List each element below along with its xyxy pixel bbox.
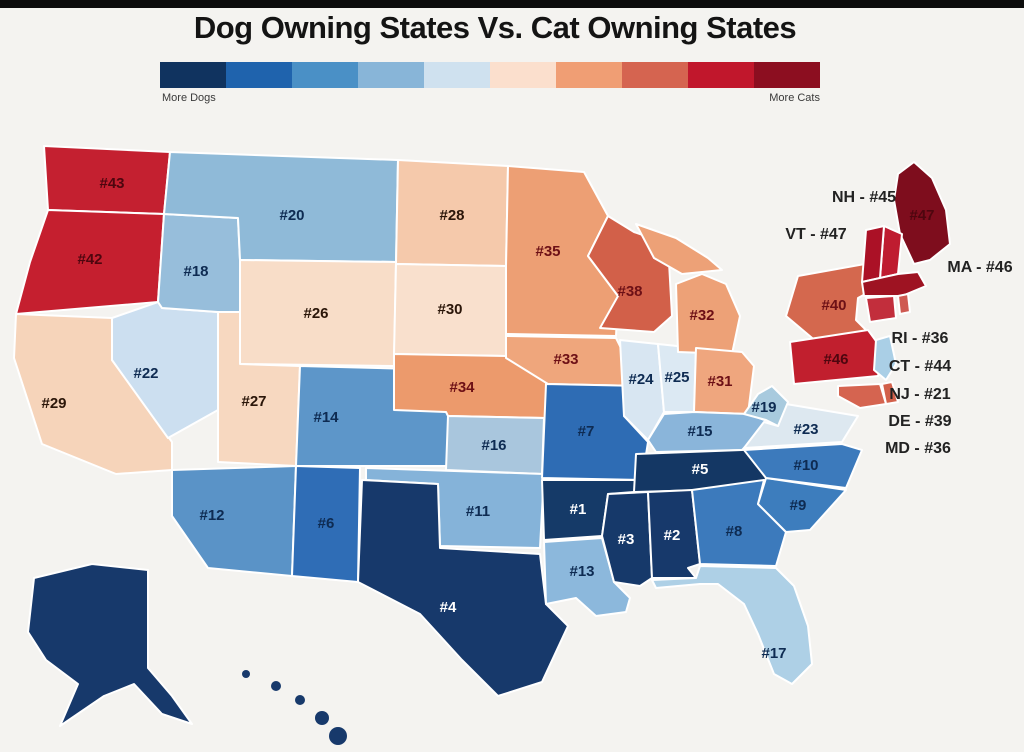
state-rank-label: #13 — [569, 563, 594, 580]
state-rank-label: #20 — [279, 207, 304, 224]
state-rank-label: #40 — [821, 297, 846, 314]
legend-swatch — [424, 62, 490, 88]
state-rank-label: #8 — [726, 523, 743, 540]
state-rank-label: #2 — [664, 527, 681, 544]
state-massachusetts — [861, 271, 927, 297]
page-title: Dog Owning States Vs. Cat Owning States — [193, 10, 797, 45]
state-rank-label: #9 — [790, 497, 807, 514]
state-rank-label: #47 — [909, 207, 934, 224]
state-rank-label: #30 — [437, 301, 462, 318]
state-rank-label: #28 — [439, 207, 464, 224]
state-north-carolina — [743, 443, 863, 489]
state-maryland — [837, 383, 887, 409]
callout-new-jersey: NJ - #21 — [889, 386, 950, 403]
state-rank-label: #33 — [553, 351, 578, 368]
callout-maryland: MD - #36 — [885, 440, 951, 457]
state-rank-label: #38 — [617, 283, 642, 300]
state-rank-label: #34 — [449, 379, 475, 396]
color-scale-legend — [160, 62, 820, 88]
state-florida — [651, 565, 813, 685]
state-rank-label: #17 — [761, 645, 786, 662]
state-rank-label: #46 — [823, 351, 848, 368]
state-texas — [357, 479, 569, 697]
state-west-virginia — [743, 385, 789, 427]
callout-new-hampshire: NH - #45 — [832, 189, 896, 206]
state-maine — [893, 161, 951, 265]
state-rank-label: #24 — [628, 371, 654, 388]
legend-swatch — [688, 62, 754, 88]
callout-massachusetts: MA - #46 — [947, 259, 1012, 276]
legend-swatch — [226, 62, 292, 88]
legend-swatch — [556, 62, 622, 88]
callout-rhode-island: RI - #36 — [892, 330, 949, 347]
state-rank-label: #16 — [481, 437, 506, 454]
legend-swatch — [358, 62, 424, 88]
legend-label-more-cats: More Cats — [769, 92, 820, 104]
us-choropleth-map: #43 #42 #29 #22 #18 #20 #26 #27 #12 #14 … — [13, 145, 1013, 745]
state-rank-label: #32 — [689, 307, 714, 324]
state-alaska — [27, 563, 193, 727]
state-connecticut — [865, 295, 897, 323]
state-rank-label: #10 — [793, 457, 818, 474]
state-arizona — [171, 465, 297, 577]
state-rank-label: #19 — [751, 399, 776, 416]
state-rank-label: #1 — [570, 501, 587, 518]
state-rank-label: #43 — [99, 175, 124, 192]
state-rank-label: #3 — [618, 531, 635, 548]
state-rank-label: #25 — [664, 369, 689, 386]
state-rank-label: #14 — [313, 409, 339, 426]
callout-vermont: VT - #47 — [785, 226, 846, 243]
state-rank-label: #31 — [707, 373, 732, 390]
state-rank-label: #11 — [466, 503, 490, 520]
legend-swatch — [754, 62, 820, 88]
state-rank-label: #12 — [199, 507, 224, 524]
legend-swatch — [622, 62, 688, 88]
state-new-jersey — [873, 335, 897, 381]
state-ohio — [693, 347, 755, 415]
state-rank-label: #23 — [793, 421, 818, 438]
state-rank-label: #18 — [183, 263, 208, 280]
state-south-carolina — [757, 477, 847, 533]
state-oregon — [15, 209, 165, 315]
state-hawaii — [242, 670, 347, 745]
state-rank-label: #7 — [578, 423, 595, 440]
state-rhode-island — [897, 293, 911, 315]
state-rank-label: #42 — [77, 251, 102, 268]
state-rank-label: #15 — [687, 423, 712, 440]
state-rank-label: #5 — [692, 461, 709, 478]
state-michigan — [635, 223, 741, 355]
state-rank-label: #4 — [440, 599, 457, 616]
state-rank-label: #29 — [41, 395, 66, 412]
callout-connecticut: CT - #44 — [889, 358, 951, 375]
state-rank-label: #35 — [535, 243, 560, 260]
letterbox-bar — [0, 0, 1024, 8]
state-rank-label: #27 — [241, 393, 266, 410]
callout-delaware: DE - #39 — [888, 413, 951, 430]
state-rank-label: #22 — [133, 365, 158, 382]
legend-label-more-dogs: More Dogs — [162, 92, 216, 104]
legend-swatch — [490, 62, 556, 88]
legend-swatch — [160, 62, 226, 88]
state-rank-label: #26 — [303, 305, 328, 322]
legend-swatch — [292, 62, 358, 88]
state-vermont — [861, 225, 885, 283]
state-rank-label: #6 — [318, 515, 335, 532]
